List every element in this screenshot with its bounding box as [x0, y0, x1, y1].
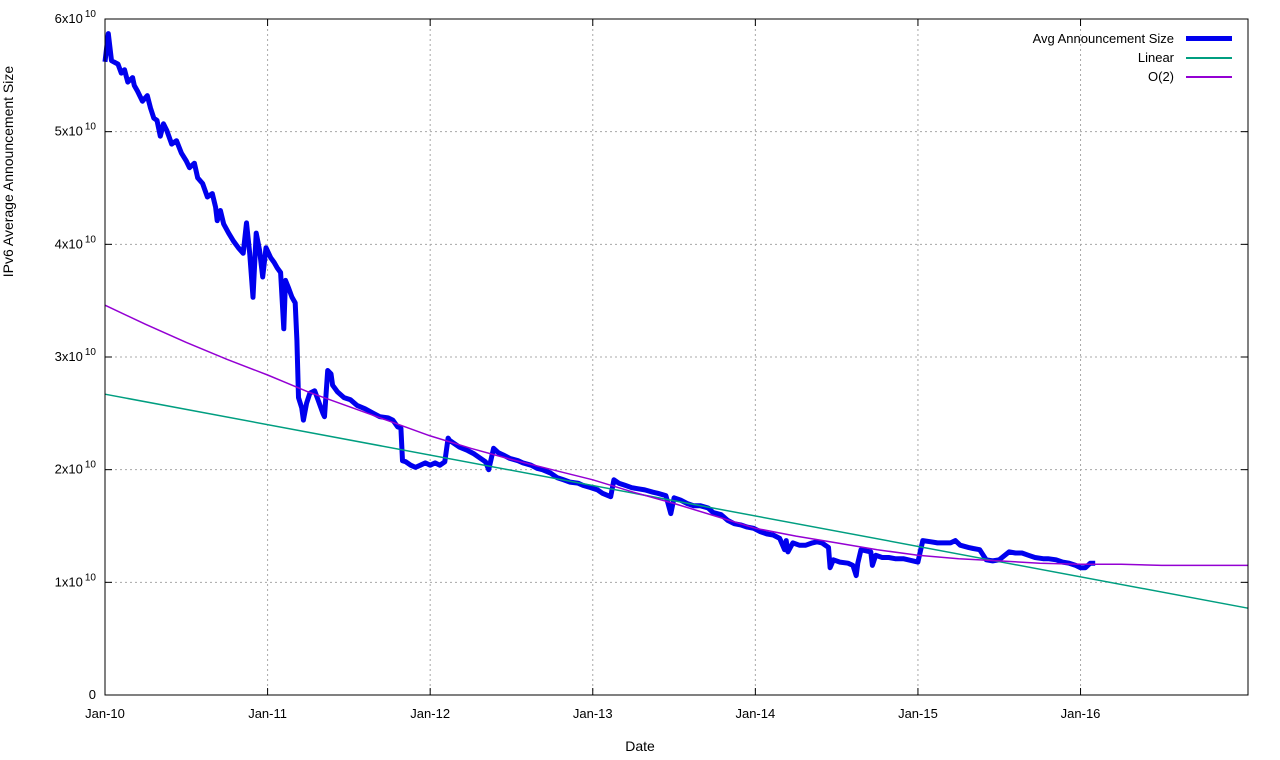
y-tick-label: 1x10 10	[55, 572, 97, 589]
x-tick-label: Jan-16	[1061, 706, 1101, 721]
x-tick-label: Jan-13	[573, 706, 613, 721]
x-axis-title: Date	[625, 738, 655, 754]
legend-label: Linear	[1137, 50, 1174, 65]
x-tick-label: Jan-10	[85, 706, 125, 721]
legend-label: Avg Announcement Size	[1032, 31, 1174, 46]
y-tick-labels: 0 1x10 10 2x10 10 3x10 10 4x10 10 5x10 10 6x10 10	[55, 9, 97, 702]
y-tick-label: 2x10 10	[55, 460, 97, 477]
x-tick-label: Jan-14	[735, 706, 775, 721]
legend-item-avg-announcement-size: Avg Announcement Size	[1033, 29, 1232, 48]
series-linear	[104, 393, 1249, 609]
x-tick-label: Jan-11	[248, 706, 287, 721]
tick-marks	[104, 18, 1248, 696]
legend-item-o2: O(2)	[1033, 67, 1232, 86]
legend-line-swatch	[1186, 36, 1232, 41]
y-axis-title: IPv6 Average Announcement Size	[0, 65, 16, 278]
y-tick-label: 5x10 10	[55, 122, 97, 139]
legend-line-swatch	[1186, 56, 1232, 59]
legend-item-linear: Linear	[1033, 48, 1232, 67]
series-avg-announcement-size	[102, 31, 1096, 579]
legend: Avg Announcement Size Linear O(2)	[1033, 29, 1232, 86]
x-tick-labels: Jan-10 Jan-11 Jan-12 Jan-13 Jan-14 Jan-15 Jan-…	[85, 706, 1100, 721]
y-tick-label: 0	[89, 687, 96, 702]
x-tick-label: Jan-12	[410, 706, 450, 721]
series-o-2-	[104, 304, 1248, 567]
y-tick-label: 4x10 10	[55, 234, 97, 251]
legend-line-swatch	[1186, 75, 1232, 78]
y-tick-label: 3x10 10	[55, 347, 97, 364]
gridlines	[105, 19, 1248, 695]
legend-label: O(2)	[1148, 69, 1174, 84]
x-tick-label: Jan-15	[898, 706, 938, 721]
y-tick-label: 6x10 10	[55, 9, 97, 26]
